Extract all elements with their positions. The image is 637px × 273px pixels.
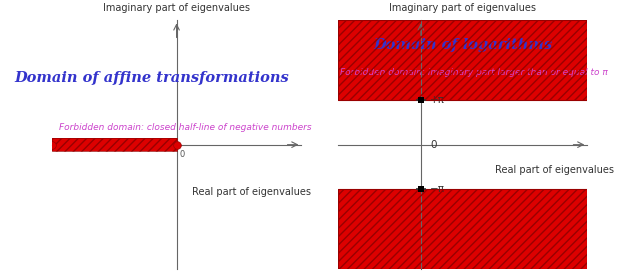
Text: −π: −π — [430, 184, 445, 194]
Bar — [338, 189, 587, 269]
Text: Imaginary part of eigenvalues: Imaginary part of eigenvalues — [103, 3, 250, 13]
Text: Imaginary part of eigenvalues: Imaginary part of eigenvalues — [389, 3, 536, 13]
Text: +π: +π — [430, 95, 445, 105]
Bar — [338, 20, 587, 100]
Bar — [52, 138, 176, 151]
Bar — [417, 97, 424, 103]
Bar — [338, 189, 587, 269]
Text: 0: 0 — [180, 150, 185, 159]
Bar — [417, 186, 424, 192]
Bar — [52, 138, 176, 151]
Text: Domain of affine transformations: Domain of affine transformations — [14, 71, 289, 85]
Bar — [338, 20, 587, 100]
Text: Real part of eigenvalues: Real part of eigenvalues — [192, 187, 311, 197]
Text: Real part of eigenvalues: Real part of eigenvalues — [496, 165, 614, 174]
Text: Domain of logarithms: Domain of logarithms — [373, 38, 552, 52]
Text: 0: 0 — [430, 140, 436, 150]
Text: Forbidden domain: closed half-line of negative numbers: Forbidden domain: closed half-line of ne… — [59, 123, 312, 132]
Text: Forbidden domain: imaginary part larger than or equal to π: Forbidden domain: imaginary part larger … — [340, 68, 608, 77]
